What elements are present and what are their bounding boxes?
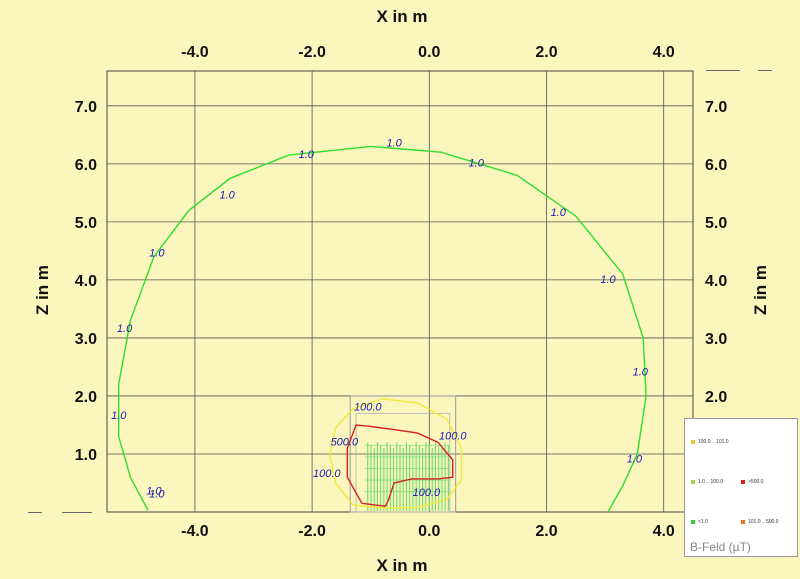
tower-structure	[349, 395, 457, 513]
y-tick-label-right: 2.0	[705, 389, 727, 406]
x-axis-title-bottom: X in m	[376, 556, 427, 575]
y-tick-label-right: 4.0	[705, 273, 727, 290]
x-axis-title-top: X in m	[376, 7, 427, 26]
y-tick-label-right: 5.0	[705, 215, 727, 232]
contour-label: 1.0	[111, 410, 127, 422]
legend-entry: 1.0 .. 100.0	[691, 479, 723, 485]
legend-swatch	[741, 520, 745, 524]
y-tick-label-left: 6.0	[75, 157, 97, 174]
legend-entry: >500.0	[741, 479, 763, 485]
x-tick-label-top: 0.0	[418, 44, 440, 61]
y-tick-label-left: 5.0	[75, 215, 97, 232]
legend-entry: 100.0 .. 101.0	[691, 439, 729, 445]
y-tick-label-right: 3.0	[705, 331, 727, 348]
legend-swatch	[691, 520, 695, 524]
x-tick-label-bottom: 4.0	[653, 523, 675, 540]
legend-entry: 101.0 .. 500.0	[741, 519, 779, 525]
y-axis-title-left: Z in m	[33, 265, 52, 315]
y-tick-label-left: 4.0	[75, 273, 97, 290]
contour-label: 1.0	[627, 454, 643, 466]
contour-label: 1.0	[219, 190, 235, 202]
y-tick-label-left: 1.0	[75, 447, 97, 464]
contour-line	[328, 398, 463, 509]
y-axis-title-right: Z in m	[751, 265, 770, 315]
corner-mark	[28, 512, 42, 513]
contour-label: 100.0	[413, 487, 441, 499]
contour-line	[346, 424, 454, 507]
contour-label: 100.0	[354, 401, 382, 413]
contour-label: 100.0	[313, 468, 341, 480]
y-tick-label-left: 3.0	[75, 331, 97, 348]
legend-label: <1.0	[698, 519, 708, 525]
contour-labels: 1.01.01.01.01.01.01.01.01.01.01.01.01.01…	[111, 137, 649, 500]
contour-label: 1.0	[551, 207, 567, 219]
contour-label: 1.0	[469, 158, 485, 170]
legend-swatch	[741, 480, 745, 484]
legend-entry: <1.0	[691, 519, 708, 525]
x-tick-label-top: 4.0	[653, 44, 675, 61]
y-tick-label-left: 7.0	[75, 99, 97, 116]
x-tick-label-top: -4.0	[181, 44, 209, 61]
contour-label: 1.0	[600, 274, 616, 286]
x-tick-label-top: -2.0	[298, 44, 326, 61]
legend-label: 1.0 .. 100.0	[698, 479, 724, 485]
x-tick-label-bottom: -2.0	[298, 523, 326, 540]
corner-mark	[758, 70, 772, 71]
contour-label: 500.0	[331, 436, 359, 448]
y-tick-label-left: 2.0	[75, 389, 97, 406]
contour-label: 1.0	[386, 137, 402, 149]
legend-swatch	[691, 440, 695, 444]
contour-label: 1.0	[149, 488, 165, 500]
x-tick-label-bottom: 0.0	[418, 523, 440, 540]
legend-label: 101.0 .. 500.0	[748, 519, 779, 525]
x-tick-label-bottom: -4.0	[181, 523, 209, 540]
contour-label: 1.0	[299, 149, 315, 161]
legend-label: 100.0 .. 101.0	[698, 439, 729, 445]
y-tick-label-right: 6.0	[705, 157, 727, 174]
contour-label: 1.0	[633, 367, 649, 379]
contour-label: 1.0	[146, 486, 162, 498]
y-tick-label-right: 7.0	[705, 99, 727, 116]
contour-line	[118, 145, 647, 513]
x-tick-label-top: 2.0	[535, 44, 557, 61]
legend-label: >500.0	[748, 479, 764, 485]
x-tick-label-bottom: 2.0	[535, 523, 557, 540]
contour-label: 1.0	[149, 248, 165, 260]
contour-label: 1.0	[117, 323, 133, 335]
corner-mark	[706, 70, 740, 71]
legend-title: B-Feld (µT)	[690, 540, 751, 554]
contour-lines	[118, 145, 647, 513]
tower-inner-outline	[355, 412, 451, 513]
legend: 100.0 .. 101.0 1.0 .. 100.0 >500.0 <1.0 101.…	[684, 418, 798, 557]
contour-label: 100.0	[439, 430, 467, 442]
legend-swatch	[691, 480, 695, 484]
corner-mark	[62, 512, 92, 513]
